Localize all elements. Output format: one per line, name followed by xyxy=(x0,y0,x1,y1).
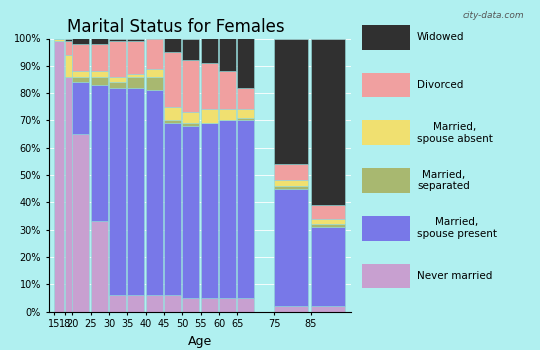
Bar xyxy=(127,77,145,88)
Text: city-data.com: city-data.com xyxy=(462,10,524,20)
Bar xyxy=(146,77,163,90)
FancyBboxPatch shape xyxy=(362,168,410,193)
Bar xyxy=(238,110,254,118)
Text: Married,
spouse absent: Married, spouse absent xyxy=(417,122,493,144)
Bar xyxy=(164,295,181,312)
Bar xyxy=(91,44,108,71)
Bar xyxy=(274,186,308,189)
Bar xyxy=(219,298,236,312)
Bar xyxy=(219,110,236,120)
Bar xyxy=(238,120,254,298)
FancyBboxPatch shape xyxy=(362,25,410,50)
Bar xyxy=(183,126,199,298)
Bar xyxy=(146,38,163,69)
Bar xyxy=(310,306,345,312)
Text: Divorced: Divorced xyxy=(417,80,463,90)
Bar xyxy=(65,55,72,77)
Bar xyxy=(201,110,218,123)
Bar xyxy=(146,69,163,77)
Bar xyxy=(109,77,126,82)
Bar xyxy=(109,295,126,312)
Text: Married,
spouse present: Married, spouse present xyxy=(417,217,497,239)
FancyBboxPatch shape xyxy=(362,120,410,145)
Bar xyxy=(238,298,254,312)
Bar xyxy=(164,52,181,107)
Bar xyxy=(72,71,90,77)
Bar xyxy=(72,38,90,44)
Bar xyxy=(146,295,163,312)
Bar xyxy=(91,71,108,77)
Bar xyxy=(72,82,90,134)
Bar xyxy=(274,38,308,164)
X-axis label: Age: Age xyxy=(188,335,212,348)
Bar xyxy=(219,38,236,71)
Bar xyxy=(183,123,199,126)
Bar xyxy=(109,88,126,295)
Bar xyxy=(310,219,345,224)
Bar xyxy=(164,107,181,120)
Bar xyxy=(219,120,236,298)
Bar xyxy=(274,189,308,306)
Bar xyxy=(91,77,108,85)
Bar xyxy=(164,123,181,295)
Text: Never married: Never married xyxy=(417,271,492,281)
Bar xyxy=(201,123,218,298)
Bar xyxy=(310,227,345,306)
Bar xyxy=(127,41,145,74)
Bar xyxy=(164,38,181,52)
Bar xyxy=(164,120,181,123)
Bar xyxy=(127,88,145,295)
Bar xyxy=(146,90,163,295)
Bar xyxy=(183,298,199,312)
Bar xyxy=(238,38,254,88)
FancyBboxPatch shape xyxy=(362,216,410,240)
Bar xyxy=(91,222,108,312)
Bar xyxy=(183,112,199,123)
Bar xyxy=(127,38,145,41)
Bar xyxy=(201,63,218,110)
Title: Marital Status for Females: Marital Status for Females xyxy=(67,18,285,36)
Bar xyxy=(72,77,90,82)
Bar xyxy=(238,118,254,120)
Bar xyxy=(109,41,126,77)
Bar xyxy=(310,38,345,205)
Bar xyxy=(127,295,145,312)
Bar xyxy=(72,44,90,71)
Bar xyxy=(109,82,126,88)
Bar xyxy=(54,38,64,41)
Bar xyxy=(219,71,236,110)
Bar xyxy=(65,41,72,55)
Bar xyxy=(65,77,72,312)
Bar xyxy=(183,38,199,60)
Text: Widowed: Widowed xyxy=(417,32,464,42)
Bar xyxy=(274,181,308,186)
Bar xyxy=(91,38,108,44)
Bar xyxy=(183,60,199,112)
Bar xyxy=(310,205,345,219)
Bar xyxy=(201,298,218,312)
Bar xyxy=(65,38,72,41)
Bar xyxy=(310,224,345,227)
FancyBboxPatch shape xyxy=(362,264,410,288)
Text: Married,
separated: Married, separated xyxy=(417,170,470,191)
FancyBboxPatch shape xyxy=(362,73,410,97)
Bar xyxy=(72,134,90,312)
Bar xyxy=(274,164,308,181)
Bar xyxy=(201,38,218,63)
Bar xyxy=(109,38,126,41)
Bar xyxy=(54,41,64,312)
Bar xyxy=(274,306,308,312)
Bar xyxy=(127,74,145,77)
Bar xyxy=(91,85,108,222)
Bar xyxy=(238,88,254,110)
